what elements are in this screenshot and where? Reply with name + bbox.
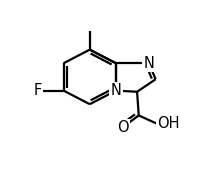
Text: O: O bbox=[117, 120, 129, 135]
Text: F: F bbox=[33, 83, 42, 98]
Text: OH: OH bbox=[157, 116, 180, 131]
Text: N: N bbox=[143, 56, 154, 71]
Text: N: N bbox=[111, 83, 121, 98]
